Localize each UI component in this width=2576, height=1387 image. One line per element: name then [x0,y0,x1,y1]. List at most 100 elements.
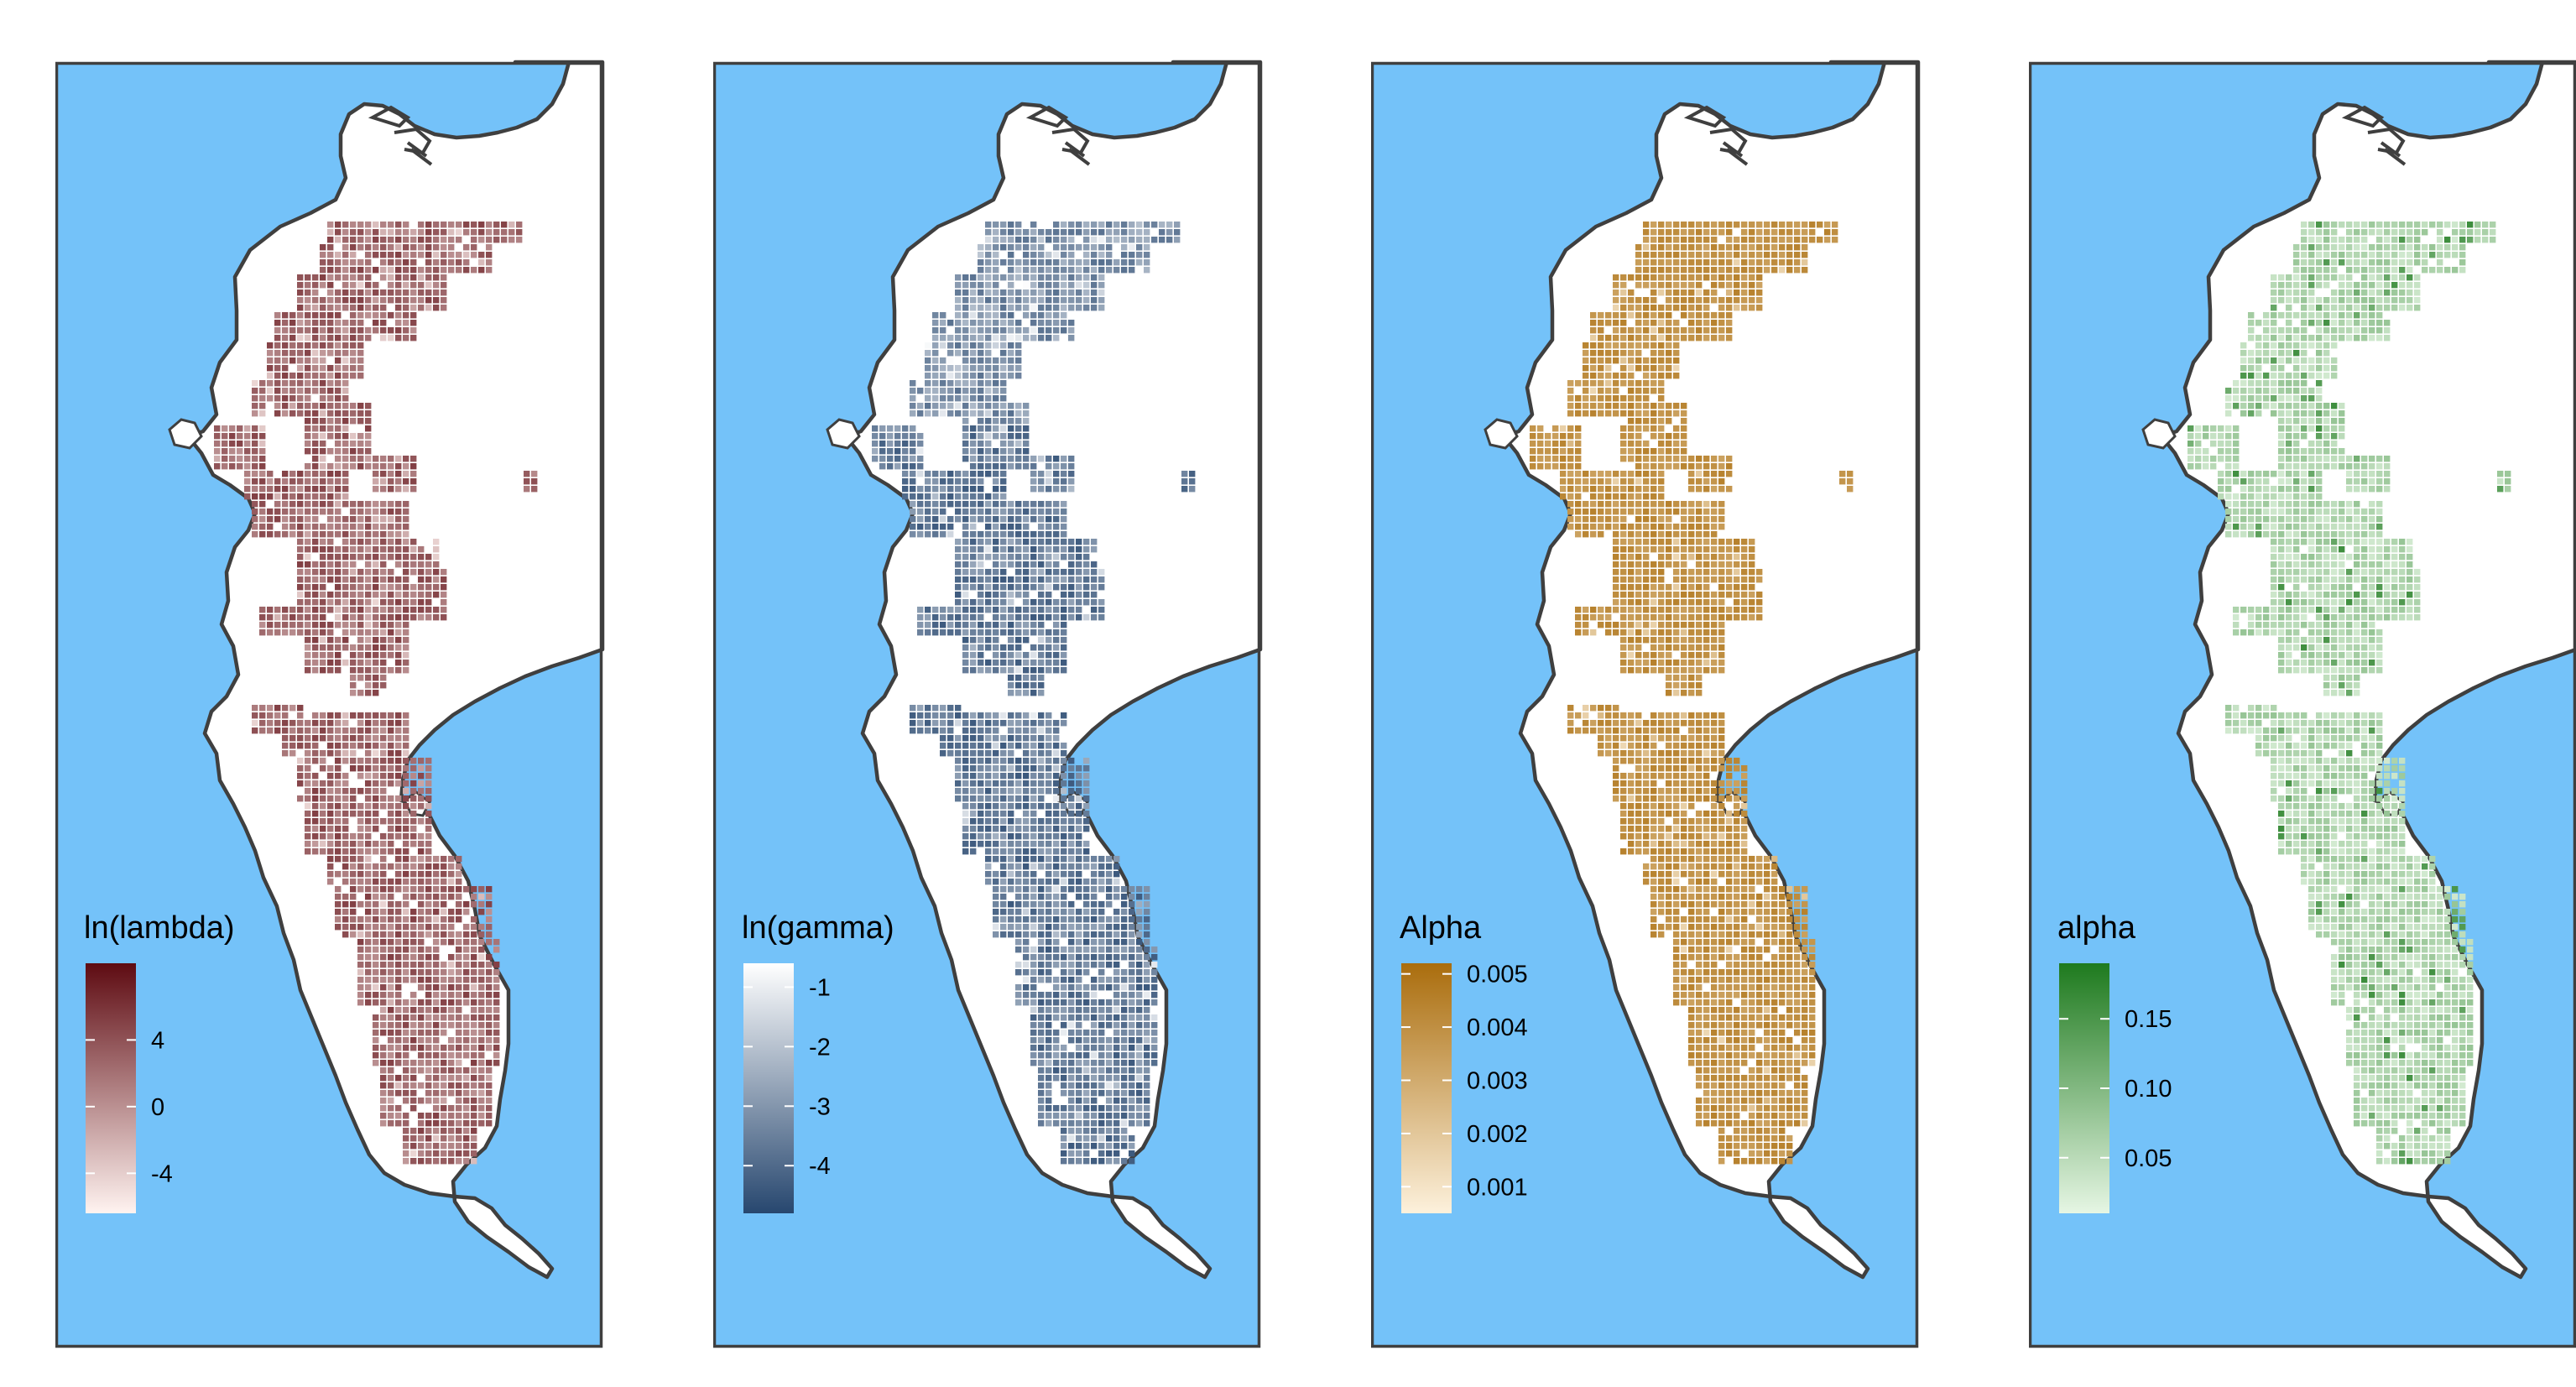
grid-cell [388,720,394,727]
grid-cell [252,403,258,409]
grid-cell [486,237,493,243]
grid-cell [327,644,334,651]
grid-cell [463,1037,470,1044]
grid-cell [365,312,372,319]
grid-cell [289,727,296,734]
grid-cell [1091,569,1098,576]
grid-cell [342,841,349,847]
grid-cell [373,795,379,802]
grid-cell [1681,282,1687,289]
grid-cell [1106,1037,1113,1044]
grid-cell [1567,441,1574,447]
grid-cell [1061,463,1067,470]
grid-cell [252,380,258,387]
grid-cell [947,373,954,379]
grid-cell [342,320,349,326]
grid-cell [493,999,500,1006]
grid-cell [1015,297,1022,304]
grid-cell [433,1075,440,1082]
grid-cell [448,939,455,946]
grid-cell [289,410,296,417]
grid-cell [365,690,372,696]
grid-cell [1620,395,1627,402]
grid-cell [1008,282,1014,289]
grid-cell [1598,373,1604,379]
grid-cell [1098,569,1105,576]
grid-cell [1613,478,1619,485]
grid-cell [1673,297,1680,304]
grid-cell [342,516,349,523]
grid-cell [1726,305,1733,311]
grid-cell [342,501,349,508]
grid-cell [335,501,342,508]
grid-cell [1666,433,1672,440]
grid-cell [1537,425,1544,432]
grid-cell [1650,425,1657,432]
grid-cell [1083,267,1090,274]
grid-cell [978,561,984,568]
grid-cell [1635,365,1642,372]
grid-cell [1673,320,1680,326]
grid-cell [1061,712,1067,719]
grid-cell [320,803,326,810]
grid-cell [357,357,364,364]
grid-cell [1046,561,1052,568]
grid-cell [357,984,364,991]
grid-cell [1076,879,1082,885]
grid-cell [1008,607,1014,613]
grid-cell [388,1030,394,1036]
grid-cell [925,629,931,636]
grid-cell [1620,312,1627,319]
grid-cell [1703,267,1710,274]
grid-cell [297,712,304,719]
grid-cell [1061,924,1067,931]
grid-cell [373,561,379,568]
grid-cell [1061,629,1067,636]
grid-cell [1000,818,1007,825]
grid-cell [1038,531,1045,538]
grid-cell [1136,992,1143,999]
grid-cell [1643,380,1650,387]
grid-cell [993,418,999,425]
grid-cell [486,954,493,961]
grid-cell [1658,425,1665,432]
grid-cell [297,516,304,523]
grid-cell [395,1105,402,1112]
grid-cell [978,546,984,553]
grid-cell [1091,592,1098,598]
grid-cell [471,894,477,900]
grid-cell [1091,1120,1098,1127]
grid-cell [486,1014,493,1021]
grid-cell [1008,795,1014,802]
grid-cell [1628,508,1635,515]
grid-cell [1000,463,1007,470]
grid-cell [1098,297,1105,304]
grid-cell [1121,931,1128,938]
grid-cell [380,289,387,296]
grid-cell [425,946,432,953]
grid-cell [350,765,357,772]
grid-cell [962,395,969,402]
grid-cell [1098,879,1105,885]
grid-cell [985,305,992,311]
grid-cell [395,561,402,568]
grid-cell [289,735,296,742]
grid-cell [380,833,387,840]
grid-cell [1136,999,1143,1006]
grid-cell [1658,478,1665,485]
grid-cell [1590,516,1597,523]
grid-cell [1061,848,1067,855]
grid-cell [1696,508,1703,515]
grid-cell [1061,916,1067,923]
grid-cell [947,320,954,326]
grid-cell [1023,456,1030,462]
grid-cell [373,508,379,515]
grid-cell [403,818,409,825]
grid-cell [970,403,977,409]
grid-cell [388,848,394,855]
grid-cell [1635,546,1642,553]
grid-cell [978,788,984,795]
grid-cell [342,441,349,447]
grid-cell [395,274,402,281]
grid-cell [1046,667,1052,674]
